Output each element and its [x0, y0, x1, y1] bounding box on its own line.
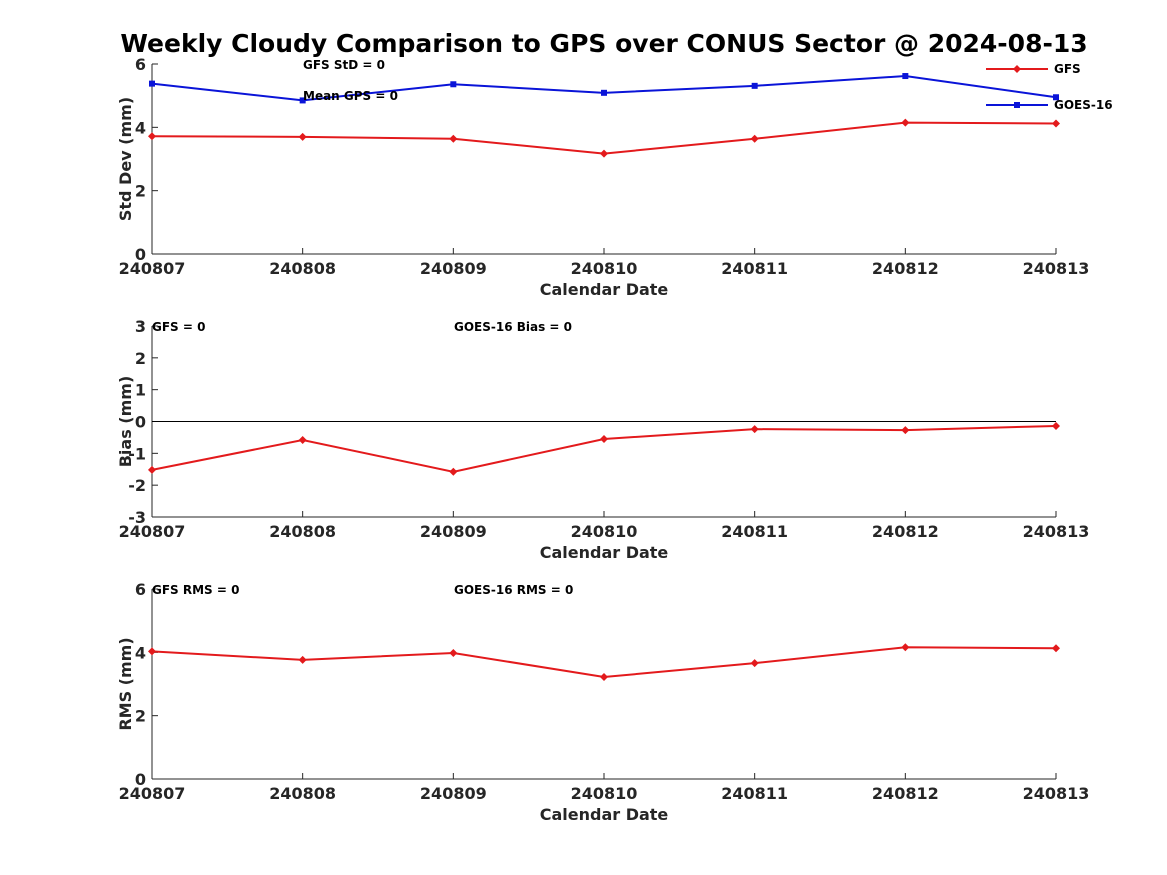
- legend-marker-goes-16: [1014, 102, 1020, 108]
- x-tick-label: 240808: [269, 784, 336, 803]
- x-axis-label: Calendar Date: [540, 805, 669, 824]
- y-axis-label: Std Dev (mm): [116, 97, 135, 221]
- data-point-goes-16: [450, 81, 457, 88]
- data-point-gfs: [298, 132, 307, 141]
- y-tick-label: 2: [135, 707, 146, 726]
- x-tick-label: 240809: [420, 259, 487, 278]
- y-tick-label: 4: [135, 643, 146, 662]
- data-point-gfs: [449, 467, 458, 476]
- y-tick-label: 0: [135, 245, 146, 264]
- x-tick-label: 240812: [872, 784, 939, 803]
- x-tick-label: 240807: [119, 522, 186, 541]
- data-point-gfs: [901, 643, 910, 652]
- legend-label-gfs: GFS: [1054, 62, 1081, 76]
- x-tick-label: 240810: [571, 522, 638, 541]
- y-tick-label: 4: [135, 118, 146, 137]
- y-tick-label: 3: [135, 317, 146, 336]
- data-point-goes-16: [299, 97, 306, 104]
- data-point-goes-16: [751, 82, 758, 89]
- panel-rms: 0 2 4 6 240807 240808 240809 240810 240811 240812…: [116, 580, 1089, 824]
- x-tick-label: 240812: [872, 259, 939, 278]
- annotation-text: GOES-16 Bias = 0: [454, 320, 572, 334]
- series-line-gfs: [151, 424, 1057, 473]
- y-tick-label: -1: [128, 444, 146, 463]
- annotation-text: Mean GPS = 0: [303, 89, 398, 103]
- x-tick-label: 240810: [571, 259, 638, 278]
- data-point-gfs: [1052, 644, 1060, 653]
- y-tick-label: 2: [135, 349, 146, 368]
- data-point-goes-16: [601, 89, 607, 96]
- data-point-gfs: [148, 647, 156, 656]
- data-point-gfs: [901, 426, 910, 435]
- x-axis-label: Calendar Date: [540, 543, 669, 562]
- data-point-gfs: [901, 118, 910, 127]
- x-tick-label: 240812: [872, 522, 939, 541]
- series-line-goes-16: [151, 75, 1057, 102]
- data-point-gfs: [449, 134, 458, 143]
- y-tick-label: 0: [135, 413, 146, 432]
- data-point-gfs: [1052, 119, 1060, 128]
- x-tick-label: 240813: [1023, 259, 1090, 278]
- data-point-goes-16: [149, 80, 155, 87]
- panel-stddev: 0 2 4 6 240807 240808 240809 240810 240811 240812…: [116, 55, 1113, 299]
- x-tick-label: 240807: [119, 784, 186, 803]
- data-point-gfs: [148, 132, 156, 141]
- annotation-text: GFS StD = 0: [303, 58, 385, 72]
- x-axis-label: Calendar Date: [540, 280, 669, 299]
- annotation-text: GFS = 0: [152, 320, 205, 334]
- annotation-text: GFS RMS = 0: [152, 583, 239, 597]
- data-point-gfs: [600, 673, 608, 682]
- y-tick-label: 1: [135, 381, 146, 400]
- data-point-gfs: [600, 435, 608, 444]
- data-point-gfs: [750, 425, 759, 434]
- x-tick-label: 240810: [571, 784, 638, 803]
- data-point-gfs: [1052, 421, 1060, 430]
- x-tick-label: 240811: [721, 784, 788, 803]
- x-tick-label: 240809: [420, 784, 487, 803]
- panel-bias: -3 -2 -1 0 1 2 3 240807 240808 240809 240810 240811…: [116, 317, 1089, 562]
- data-point-gfs: [449, 648, 458, 657]
- x-tick-label: 240813: [1023, 522, 1090, 541]
- data-point-gfs: [148, 465, 156, 474]
- x-tick-label: 240809: [420, 522, 487, 541]
- data-point-gfs: [750, 134, 759, 143]
- y-tick-label: -3: [128, 508, 146, 527]
- chart-title: Weekly Cloudy Comparison to GPS over CON…: [120, 29, 1087, 58]
- x-tick-label: 240807: [119, 259, 186, 278]
- data-point-gfs: [600, 149, 608, 158]
- data-point-goes-16: [902, 73, 909, 80]
- y-tick-label: 6: [135, 55, 146, 74]
- annotation-text: GOES-16 RMS = 0: [454, 583, 573, 597]
- legend-label-goes-16: GOES-16: [1054, 98, 1113, 112]
- x-tick-label: 240808: [269, 522, 336, 541]
- data-point-gfs: [298, 655, 307, 664]
- x-tick-label: 240811: [721, 259, 788, 278]
- y-tick-label: 6: [135, 580, 146, 599]
- y-axis-label: RMS (mm): [116, 637, 135, 730]
- legend-marker-gfs: [1013, 65, 1021, 73]
- series-line-gfs: [151, 646, 1057, 679]
- series-line-gfs: [151, 121, 1057, 155]
- y-axis-label: Bias (mm): [116, 376, 135, 468]
- data-point-goes-16: [1053, 94, 1059, 101]
- x-tick-label: 240813: [1023, 784, 1090, 803]
- y-tick-label: 0: [135, 770, 146, 789]
- x-tick-label: 240808: [269, 259, 336, 278]
- y-tick-label: 2: [135, 182, 146, 201]
- data-point-gfs: [298, 435, 307, 444]
- data-point-gfs: [750, 659, 759, 668]
- x-tick-label: 240811: [721, 522, 788, 541]
- y-tick-label: -2: [128, 476, 146, 495]
